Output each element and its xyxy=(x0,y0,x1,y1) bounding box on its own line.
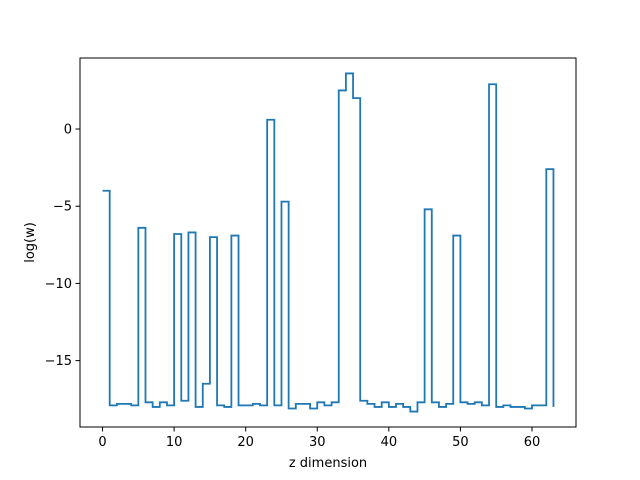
x-tick-label: 30 xyxy=(309,435,326,450)
x-tick-label: 0 xyxy=(98,435,106,450)
x-tick-label: 60 xyxy=(524,435,541,450)
y-tick-label: −10 xyxy=(45,277,72,292)
x-axis-ticks: 0 10 20 30 40 50 60 xyxy=(98,427,540,450)
x-tick-label: 10 xyxy=(166,435,183,450)
x-tick-label: 20 xyxy=(237,435,254,450)
y-tick-label: −5 xyxy=(53,200,72,215)
y-tick-label: −15 xyxy=(45,354,72,369)
x-tick-label: 40 xyxy=(381,435,398,450)
x-axis-label: z dimension xyxy=(289,456,367,471)
y-tick-label: 0 xyxy=(64,123,72,138)
x-tick-label: 50 xyxy=(452,435,469,450)
y-axis-label: log(w) xyxy=(23,222,38,263)
series-line-0 xyxy=(102,72,555,413)
plot-area xyxy=(102,72,555,413)
axes-frame xyxy=(79,57,577,428)
y-axis-ticks: −15 −10 −5 0 xyxy=(45,123,80,369)
